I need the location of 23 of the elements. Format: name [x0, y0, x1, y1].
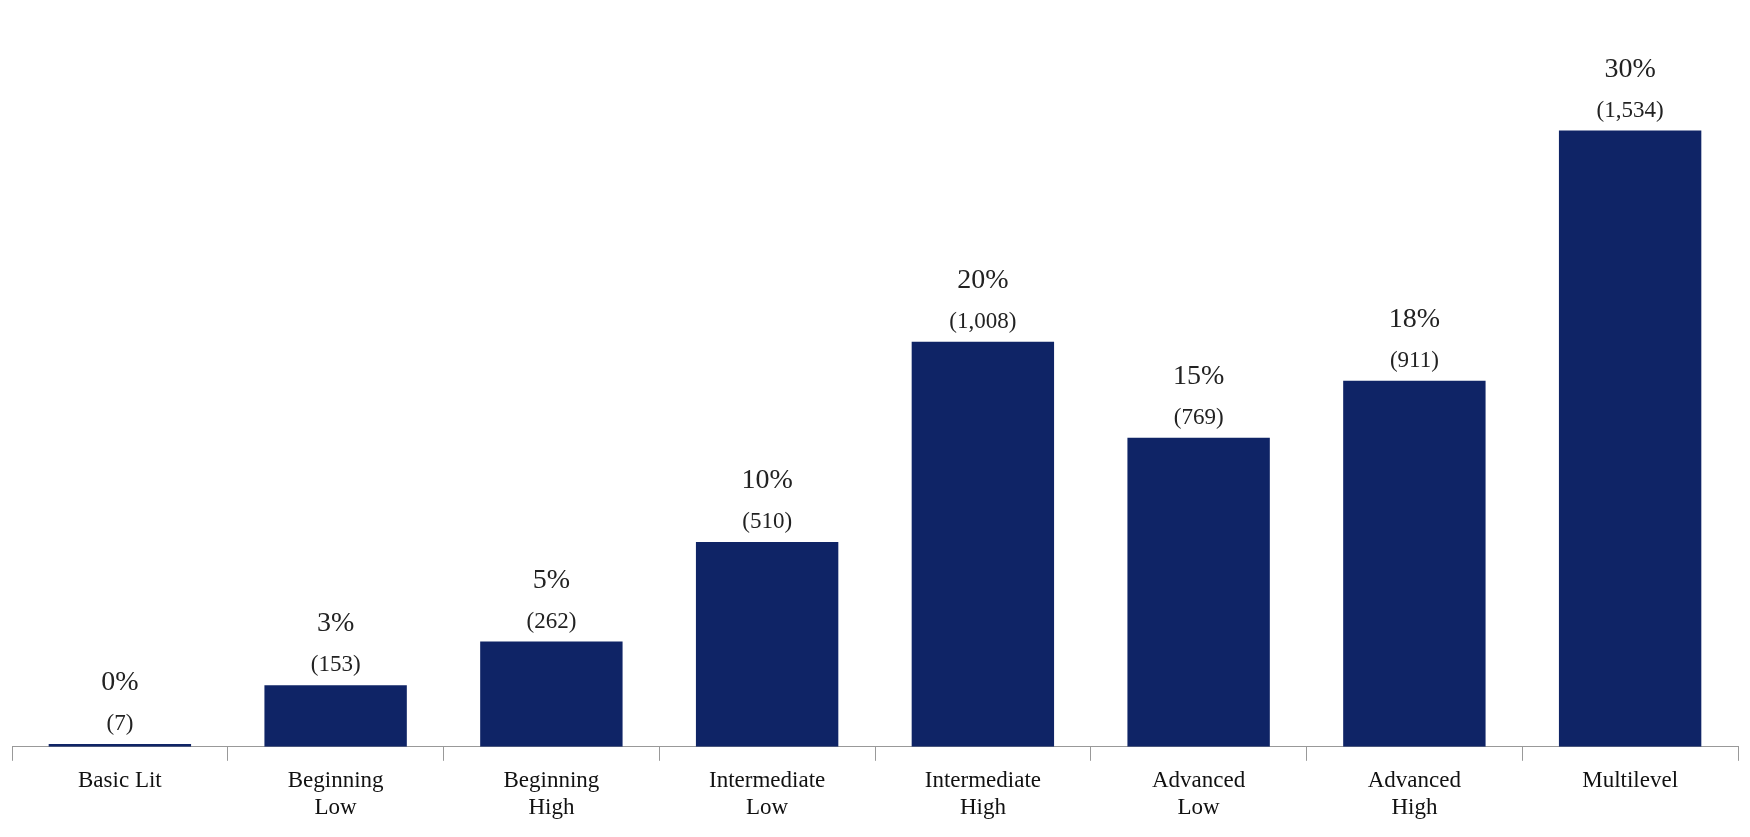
data-label: 20% (1,008) — [949, 262, 1017, 333]
data-label: 30% (1,534) — [1596, 51, 1664, 122]
x-tick-label: Multilevel — [1582, 766, 1679, 792]
bar — [1127, 437, 1270, 747]
x-tick-label: Intermediate High — [924, 766, 1041, 820]
data-label: 10% (510) — [741, 462, 793, 533]
data-label: 18% (911) — [1388, 301, 1441, 372]
bar — [480, 641, 623, 747]
x-tick-label: Intermediate Low — [709, 766, 826, 820]
data-label: 5% (262) — [526, 562, 577, 633]
x-tick-label: Beginning Low — [287, 766, 385, 820]
bar — [695, 541, 839, 747]
bar — [264, 685, 407, 747]
bar — [911, 341, 1055, 747]
bar — [1558, 130, 1702, 747]
x-tick-label: Advanced Low — [1152, 766, 1246, 820]
data-label: 15% (769) — [1172, 358, 1225, 429]
x-tick-label: Beginning High — [503, 766, 600, 820]
bar — [1343, 380, 1486, 747]
data-label: 3% (153) — [310, 606, 361, 677]
x-tick-label: Basic Lit — [78, 766, 163, 792]
x-tick-label: Advanced High — [1367, 766, 1462, 820]
data-label: 0% (7) — [101, 664, 139, 735]
